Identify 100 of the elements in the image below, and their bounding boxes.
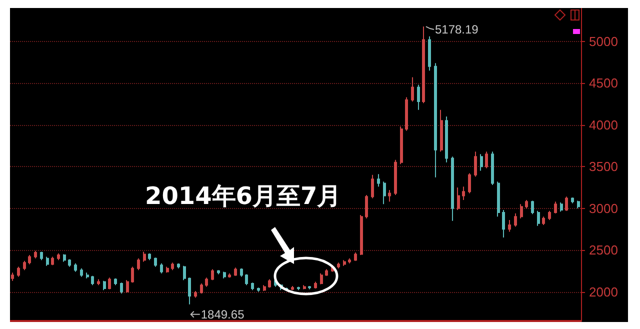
candlestick (354, 252, 357, 262)
annotation: 2014年6月至7月 (145, 182, 342, 210)
candlestick (451, 156, 454, 222)
candlestick (445, 116, 448, 163)
candlestick (508, 220, 511, 232)
candlestick (234, 267, 237, 276)
y-tick-label: 4500 (589, 76, 618, 91)
candlestick (240, 268, 243, 278)
candlestick (120, 282, 123, 294)
candlestick (537, 210, 540, 226)
candlestick (91, 275, 94, 286)
candlestick (491, 151, 494, 186)
candlestick (422, 26, 425, 104)
candlestick (377, 174, 380, 188)
candlestick (337, 262, 340, 269)
candlestick (394, 159, 397, 196)
candlestick (11, 272, 14, 282)
candlestick (183, 265, 186, 281)
candlestick (143, 251, 146, 262)
candlestick (428, 36, 431, 72)
candlestick (297, 286, 300, 291)
candlestick (166, 266, 169, 274)
candlestick (97, 278, 100, 286)
candlestick (411, 76, 414, 102)
y-tick-label: 2500 (589, 242, 618, 258)
candlestick (440, 109, 443, 152)
candlestick (114, 278, 117, 286)
annotation: 5178.19 (434, 22, 479, 37)
candlestick (417, 84, 420, 110)
candlestick (217, 270, 220, 275)
candlestick (314, 281, 317, 289)
candlestick (325, 268, 328, 276)
candlestick (103, 280, 106, 291)
candlestick (46, 256, 49, 266)
candlestick (405, 96, 408, 132)
candlestick (565, 196, 568, 212)
y-tick-label: 2000 (589, 284, 618, 300)
candlestick (320, 272, 323, 285)
candlestick (40, 251, 43, 261)
candlestick (28, 254, 31, 265)
candlestick (525, 199, 528, 209)
candlestick (554, 201, 557, 214)
candlestick (343, 260, 346, 266)
candlestick (131, 266, 134, 284)
candlestick (257, 287, 260, 292)
candlestick (365, 194, 368, 219)
candlestick (497, 181, 500, 218)
candlestick (51, 256, 54, 266)
candlestick (223, 271, 226, 279)
candlestick (200, 282, 203, 294)
candlestick (400, 126, 403, 165)
candlestick (531, 200, 534, 215)
candlestick (263, 284, 266, 292)
candlestick (245, 274, 248, 286)
candlestick (468, 172, 471, 194)
candlestick (137, 258, 140, 271)
candlestick (251, 282, 254, 291)
annotation: 1849.65 (200, 307, 245, 322)
candlestick (462, 186, 465, 200)
candlestick (371, 174, 374, 199)
candlestick (571, 196, 574, 204)
candlestick (560, 202, 563, 212)
candlestick (34, 250, 37, 259)
candlestick (268, 278, 271, 288)
candlestick (80, 268, 83, 278)
candlestick (388, 189, 391, 202)
candlestick (63, 254, 66, 262)
candlestick (211, 268, 214, 281)
y-tick-label: 3500 (589, 159, 618, 174)
candlestick (303, 284, 306, 290)
candlestick (108, 277, 111, 290)
candlestick (383, 181, 386, 205)
candlestick (228, 272, 231, 278)
candlestick (154, 257, 157, 268)
y-tick-label: 3000 (589, 200, 618, 216)
y-tick-label: 5000 (589, 34, 618, 49)
candlestick (502, 209, 505, 238)
candlestick (188, 277, 191, 305)
candlestick (177, 262, 180, 269)
candlestick (520, 204, 523, 219)
candlestick (194, 290, 197, 298)
candlestick (485, 151, 488, 169)
candlestick (514, 212, 517, 228)
candlestick (126, 280, 129, 294)
candlestick (348, 258, 351, 264)
candlestick (205, 277, 208, 288)
candlestick (86, 272, 89, 279)
candlestick (160, 262, 163, 274)
candlestick (474, 151, 477, 178)
candlestick (23, 260, 26, 271)
candlestick (68, 258, 71, 268)
candlestick (457, 186, 460, 210)
y-tick-label: 4000 (589, 117, 618, 132)
candlestick (57, 252, 60, 261)
candlestick (308, 285, 311, 290)
candlestick (360, 214, 363, 256)
candlestick (74, 262, 77, 272)
candlestick (171, 262, 174, 271)
candlestick (548, 210, 551, 221)
candlestick (480, 154, 483, 172)
